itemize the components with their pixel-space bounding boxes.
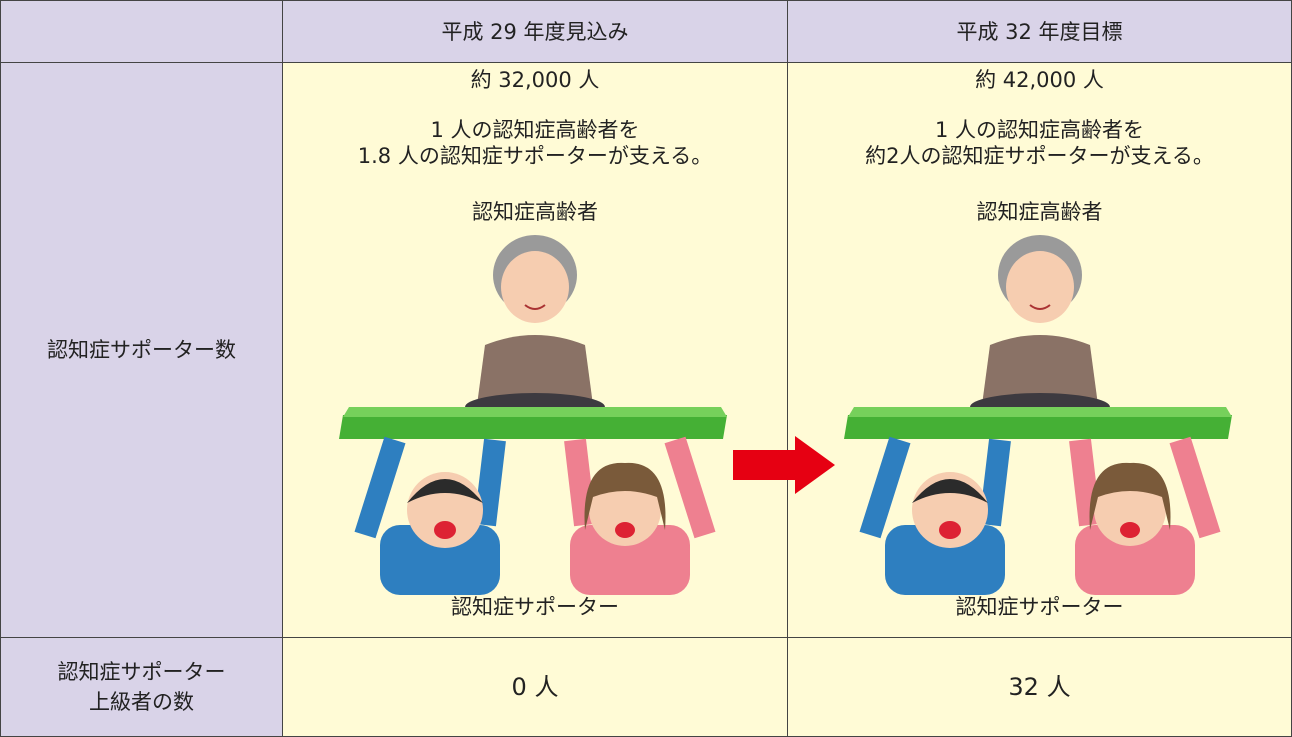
man-hair — [911, 479, 988, 503]
count: 約 42,000 人 — [975, 68, 1104, 92]
column-header: 平成 32 年度目標 — [787, 0, 1292, 63]
data-cell: 0 人 — [282, 637, 788, 737]
row-header: 認知症サポーター 上級者の数 — [0, 637, 283, 737]
man-arms — [354, 436, 506, 539]
caption: 認知症サポーター — [955, 595, 1124, 619]
row-header-text: 認知症サポーター — [57, 660, 226, 684]
data-cell: 約 32,000 人 1 人の認知症高齢者を 1.8 人の認知症サポーターが支え… — [282, 62, 788, 638]
row-header-text: 認知症サポーター数 — [47, 338, 236, 362]
count: 約 32,000 人 — [470, 68, 600, 92]
woman-body — [570, 525, 690, 595]
row-header-text: 上級者の数 — [89, 690, 194, 714]
caption: 認知症高齢者 — [472, 200, 598, 224]
elder-face — [501, 251, 569, 323]
elder-face — [1005, 251, 1074, 323]
board — [843, 415, 1232, 439]
ratio-line: 1.8 人の認知症サポーターが支える。 — [357, 144, 713, 168]
column-header-text: 平成 32 年度目標 — [956, 19, 1123, 44]
elder-body — [981, 335, 1098, 405]
woman-mouth — [615, 522, 635, 538]
woman-arms — [564, 436, 716, 539]
man-mouth — [434, 521, 456, 539]
ratio-line: 1 人の認知症高齢者を — [934, 118, 1145, 142]
caption: 認知症サポーター — [451, 595, 619, 619]
row-header: 認知症サポーター数 — [0, 62, 283, 638]
data-cell: 32 人 — [787, 637, 1292, 737]
woman-hair — [584, 462, 666, 530]
elder-smile — [524, 304, 546, 310]
ratio-line: 1 人の認知症高齢者を — [430, 118, 640, 142]
woman-arms — [1068, 436, 1220, 539]
man-hair — [407, 479, 483, 503]
man-body — [380, 525, 500, 595]
board — [339, 415, 727, 439]
man-arms — [859, 436, 1011, 539]
board-top — [847, 407, 1232, 417]
man-body — [884, 525, 1005, 595]
arrow — [733, 436, 835, 494]
column-header-text: 平成 29 年度見込み — [441, 19, 629, 44]
woman-body — [1074, 525, 1195, 595]
ratio-line: 約2人の認知症サポーターが支える。 — [865, 144, 1214, 168]
elder-body — [477, 335, 593, 405]
caption: 認知症高齢者 — [976, 200, 1103, 224]
woman-mouth — [1119, 522, 1140, 538]
board-top — [343, 407, 727, 417]
illustration — [339, 235, 727, 595]
illustration — [843, 235, 1232, 595]
elder-smile — [1028, 304, 1051, 310]
column-header: 平成 29 年度見込み — [282, 0, 788, 63]
corner-cell — [0, 0, 283, 63]
woman-hair — [1089, 462, 1170, 530]
man-mouth — [938, 521, 961, 539]
data-cell: 約 42,000 人 1 人の認知症高齢者を 約2人の認知症サポーターが支える。… — [787, 62, 1292, 638]
count: 32 人 — [1008, 673, 1071, 701]
count: 0 人 — [511, 673, 559, 701]
